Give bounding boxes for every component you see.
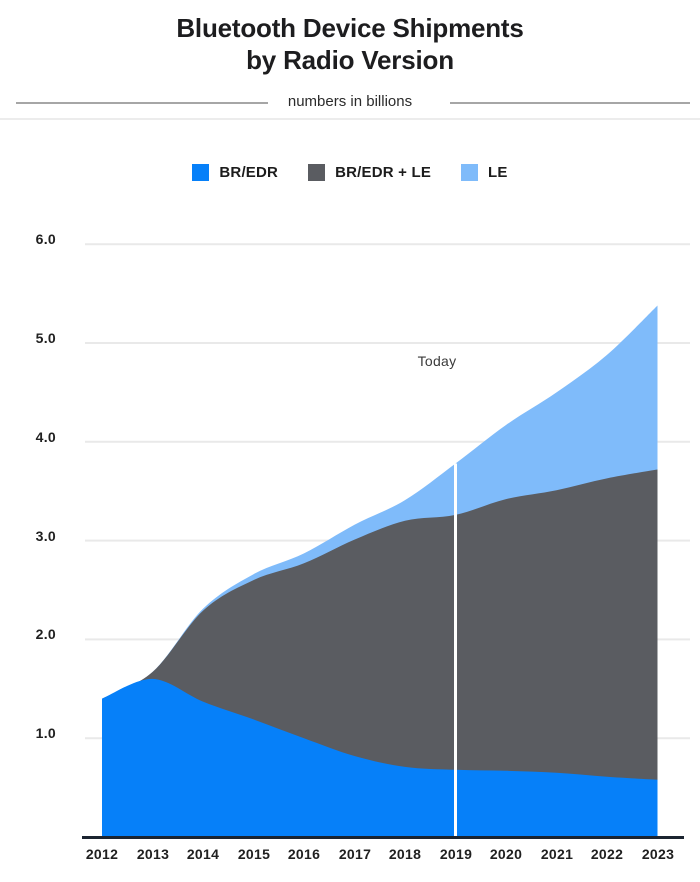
- x-tick-label: 2013: [136, 846, 170, 862]
- legend-item-br-edr-le: BR/EDR + LE: [308, 164, 431, 181]
- x-tick-label: 2019: [439, 846, 473, 862]
- br-edr-swatch-icon: [192, 164, 210, 181]
- x-tick-label: 2014: [186, 846, 220, 862]
- x-tick-label: 2012: [85, 846, 119, 862]
- y-tick-label: 3.0: [35, 528, 56, 544]
- x-tick-label: 2020: [489, 846, 523, 862]
- subtitle-divider-left: [16, 102, 268, 104]
- y-tick-label: 1.0: [35, 725, 56, 741]
- le-swatch-icon: [461, 164, 479, 181]
- y-tick-label: 4.0: [35, 429, 56, 445]
- legend-label-br-edr-le: BR/EDR + LE: [335, 164, 432, 181]
- x-tick-label: 2022: [590, 846, 624, 862]
- chart-subtitle: numbers in billions: [287, 93, 413, 110]
- page-title: Bluetooth Device Shipments by Radio Vers…: [0, 12, 700, 76]
- chart-title-line-1: Bluetooth Device Shipments: [176, 13, 524, 43]
- subtitle-divider-right: [450, 102, 690, 104]
- today-annotation-label: Today: [417, 353, 457, 369]
- x-tick-label: 2015: [237, 846, 271, 862]
- legend-label-le: LE: [488, 164, 508, 181]
- br-edr-le-swatch-icon: [308, 164, 326, 181]
- x-tick-label: 2023: [641, 846, 675, 862]
- legend-label-br-edr: BR/EDR: [219, 164, 279, 181]
- x-tick-label: 2017: [338, 846, 372, 862]
- chart-title-line-2: by Radio Version: [246, 45, 454, 75]
- x-tick-label: 2018: [388, 846, 422, 862]
- legend-item-br-edr: BR/EDR: [192, 164, 278, 181]
- y-tick-label: 5.0: [35, 330, 56, 346]
- y-tick-label: 2.0: [35, 626, 56, 642]
- subtitle-divider-faint: [0, 118, 700, 120]
- y-tick-label: 6.0: [35, 231, 56, 247]
- legend-item-le: LE: [461, 164, 508, 181]
- chart-legend: BR/EDR BR/EDR + LE LE: [0, 164, 700, 181]
- x-tick-label: 2021: [540, 846, 574, 862]
- x-tick-label: 2016: [287, 846, 321, 862]
- area-br-edr: [102, 678, 658, 837]
